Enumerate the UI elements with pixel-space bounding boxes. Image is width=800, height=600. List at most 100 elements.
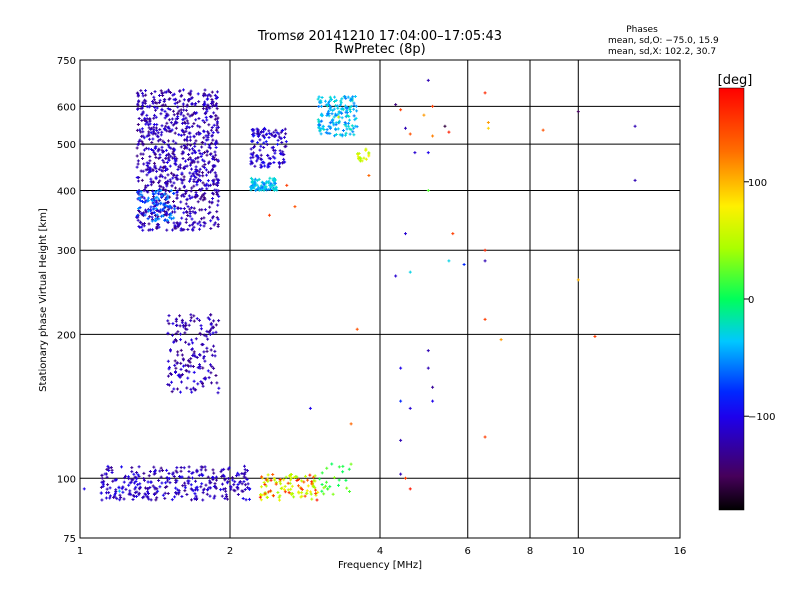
data-point (173, 159, 177, 163)
data-point (399, 399, 403, 403)
data-point (268, 157, 272, 161)
data-point (182, 466, 186, 470)
data-point (165, 182, 169, 186)
data-point (157, 209, 161, 213)
data-point (327, 101, 331, 105)
data-point (246, 482, 250, 486)
data-point (187, 131, 191, 135)
data-point (310, 482, 314, 486)
data-point (282, 157, 286, 161)
data-point (166, 196, 170, 200)
x-axis-label: Frequency [MHz] (338, 560, 422, 571)
data-point (345, 127, 349, 131)
data-point (167, 90, 171, 94)
data-point (202, 333, 206, 337)
data-point (175, 190, 179, 194)
data-point (211, 476, 215, 480)
data-point (326, 112, 330, 116)
data-points (82, 78, 637, 502)
data-point (187, 342, 191, 346)
data-point (151, 207, 155, 211)
data-point (183, 324, 187, 328)
data-point (364, 157, 368, 161)
data-point (364, 147, 368, 151)
data-point (277, 161, 281, 165)
data-point (203, 142, 207, 146)
data-point (172, 181, 176, 185)
data-point (151, 101, 155, 105)
data-point (198, 220, 202, 224)
data-point (283, 484, 287, 488)
data-point (284, 475, 288, 479)
data-point (168, 481, 172, 485)
data-point (135, 490, 139, 494)
data-point (136, 93, 140, 97)
y-axis-label: Stationary phase Virtual Height [km] (38, 208, 49, 392)
data-point (197, 473, 201, 477)
data-point (236, 483, 240, 487)
data-point (151, 169, 155, 173)
data-point (160, 104, 164, 108)
data-point (188, 196, 192, 200)
data-point (287, 491, 291, 495)
data-point (196, 92, 200, 96)
data-point (178, 314, 182, 318)
data-point (266, 473, 270, 477)
data-point (271, 155, 275, 159)
data-point (408, 487, 412, 491)
data-point (169, 154, 173, 158)
data-point (149, 205, 153, 209)
data-point (200, 140, 204, 144)
data-point (408, 406, 412, 410)
data-point (166, 173, 170, 177)
data-point (255, 179, 259, 183)
data-point (155, 203, 159, 207)
data-point (161, 493, 165, 497)
data-point (184, 220, 188, 224)
data-point (105, 487, 109, 491)
data-point (343, 133, 347, 137)
data-point (268, 131, 272, 135)
data-point (251, 128, 255, 132)
data-point (212, 111, 216, 115)
data-point (156, 489, 160, 493)
x-tick-label: 4 (377, 546, 383, 557)
data-point (191, 227, 195, 231)
data-point (193, 141, 197, 145)
data-point (181, 156, 185, 160)
data-point (327, 109, 331, 113)
data-point (311, 475, 315, 479)
data-point (214, 175, 218, 179)
data-point (334, 98, 338, 102)
data-point (253, 181, 257, 185)
data-point (167, 125, 171, 129)
data-point (174, 366, 178, 370)
data-point (178, 166, 182, 170)
data-point (122, 480, 126, 484)
data-point (279, 130, 283, 134)
data-point (176, 330, 180, 334)
data-point (208, 115, 212, 119)
data-point (173, 210, 177, 214)
data-point (194, 165, 198, 169)
data-point (154, 207, 158, 211)
data-point (208, 328, 212, 332)
data-point (146, 167, 150, 171)
data-point (315, 498, 319, 502)
data-point (353, 124, 357, 128)
data-point (214, 139, 218, 143)
data-point (272, 494, 276, 498)
data-point (180, 194, 184, 198)
data-point (195, 132, 199, 136)
data-point (318, 101, 322, 105)
data-point (341, 108, 345, 112)
data-point (243, 472, 247, 476)
data-point (264, 140, 268, 144)
data-point (328, 95, 332, 99)
data-point (184, 126, 188, 130)
data-point (314, 488, 318, 492)
data-point (160, 124, 164, 128)
data-point (320, 489, 324, 493)
data-point (257, 188, 261, 192)
data-point (220, 494, 224, 498)
